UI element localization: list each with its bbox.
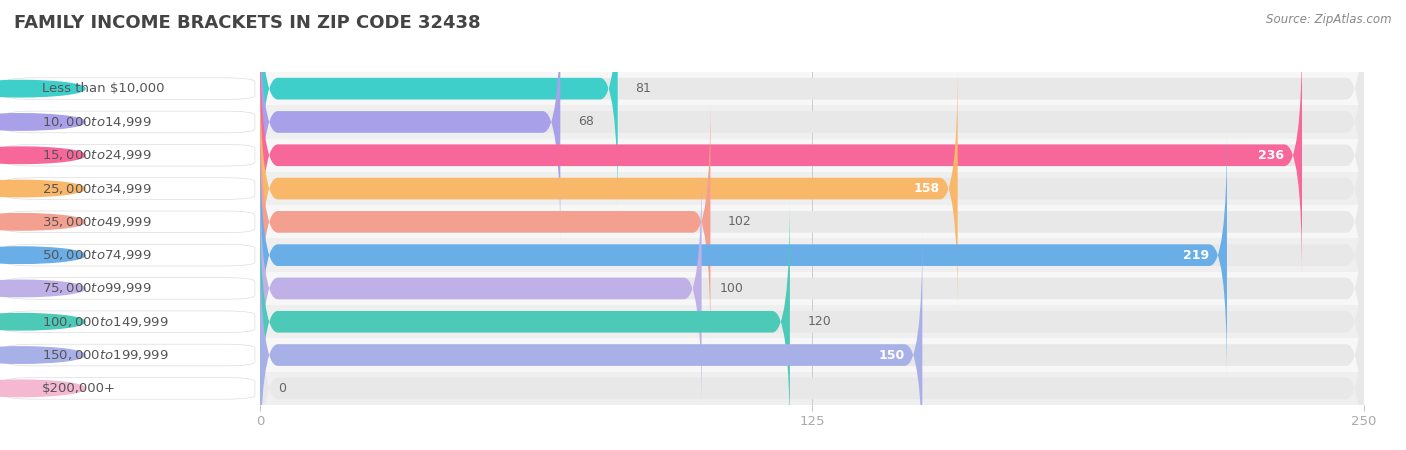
Bar [260, 105, 1364, 139]
Bar [260, 305, 1364, 338]
FancyBboxPatch shape [260, 0, 1364, 244]
FancyBboxPatch shape [260, 66, 957, 311]
Text: $150,000 to $199,999: $150,000 to $199,999 [42, 348, 169, 362]
Text: 0: 0 [278, 382, 285, 395]
FancyBboxPatch shape [6, 378, 254, 399]
FancyBboxPatch shape [6, 111, 254, 133]
Circle shape [0, 314, 84, 330]
Text: 150: 150 [879, 349, 904, 361]
FancyBboxPatch shape [260, 166, 702, 411]
Bar [260, 338, 1364, 372]
Text: $15,000 to $24,999: $15,000 to $24,999 [42, 148, 152, 162]
Bar [260, 172, 1364, 205]
FancyBboxPatch shape [260, 0, 1364, 211]
Text: 236: 236 [1258, 149, 1284, 162]
Circle shape [0, 180, 84, 197]
Text: $75,000 to $99,999: $75,000 to $99,999 [42, 281, 152, 296]
Circle shape [0, 81, 84, 97]
FancyBboxPatch shape [260, 0, 561, 244]
FancyBboxPatch shape [260, 99, 1364, 344]
Circle shape [0, 214, 84, 230]
Circle shape [0, 347, 84, 363]
Bar [260, 238, 1364, 272]
FancyBboxPatch shape [260, 199, 790, 444]
FancyBboxPatch shape [6, 178, 254, 199]
Text: Less than $10,000: Less than $10,000 [42, 82, 165, 95]
Text: 100: 100 [720, 282, 744, 295]
FancyBboxPatch shape [260, 266, 1364, 450]
Bar [260, 205, 1364, 239]
FancyBboxPatch shape [260, 233, 1364, 450]
Circle shape [0, 247, 84, 263]
Text: Source: ZipAtlas.com: Source: ZipAtlas.com [1267, 14, 1392, 27]
Text: 158: 158 [914, 182, 941, 195]
Text: $200,000+: $200,000+ [42, 382, 115, 395]
FancyBboxPatch shape [260, 233, 922, 450]
FancyBboxPatch shape [260, 99, 710, 344]
Circle shape [0, 280, 84, 297]
FancyBboxPatch shape [6, 311, 254, 333]
Bar [260, 72, 1364, 105]
FancyBboxPatch shape [6, 78, 254, 99]
FancyBboxPatch shape [6, 278, 254, 299]
Text: $25,000 to $34,999: $25,000 to $34,999 [42, 181, 152, 196]
FancyBboxPatch shape [260, 66, 1364, 311]
Text: 68: 68 [578, 116, 593, 128]
FancyBboxPatch shape [260, 199, 1364, 444]
Text: 102: 102 [728, 216, 752, 228]
FancyBboxPatch shape [260, 33, 1302, 278]
Text: $100,000 to $149,999: $100,000 to $149,999 [42, 315, 169, 329]
Text: $50,000 to $74,999: $50,000 to $74,999 [42, 248, 152, 262]
Text: 120: 120 [807, 315, 831, 328]
FancyBboxPatch shape [6, 211, 254, 233]
FancyBboxPatch shape [260, 133, 1364, 378]
Text: $10,000 to $14,999: $10,000 to $14,999 [42, 115, 152, 129]
FancyBboxPatch shape [260, 133, 1227, 378]
FancyBboxPatch shape [260, 33, 1364, 278]
FancyBboxPatch shape [6, 344, 254, 366]
Circle shape [0, 114, 84, 130]
Text: $35,000 to $49,999: $35,000 to $49,999 [42, 215, 152, 229]
Bar [260, 139, 1364, 172]
FancyBboxPatch shape [260, 0, 617, 211]
FancyBboxPatch shape [6, 244, 254, 266]
Bar [260, 272, 1364, 305]
FancyBboxPatch shape [6, 144, 254, 166]
FancyBboxPatch shape [260, 166, 1364, 411]
Text: 219: 219 [1184, 249, 1209, 261]
Circle shape [0, 147, 84, 163]
Bar [260, 372, 1364, 405]
Text: 81: 81 [636, 82, 651, 95]
Text: FAMILY INCOME BRACKETS IN ZIP CODE 32438: FAMILY INCOME BRACKETS IN ZIP CODE 32438 [14, 14, 481, 32]
Circle shape [0, 380, 84, 396]
